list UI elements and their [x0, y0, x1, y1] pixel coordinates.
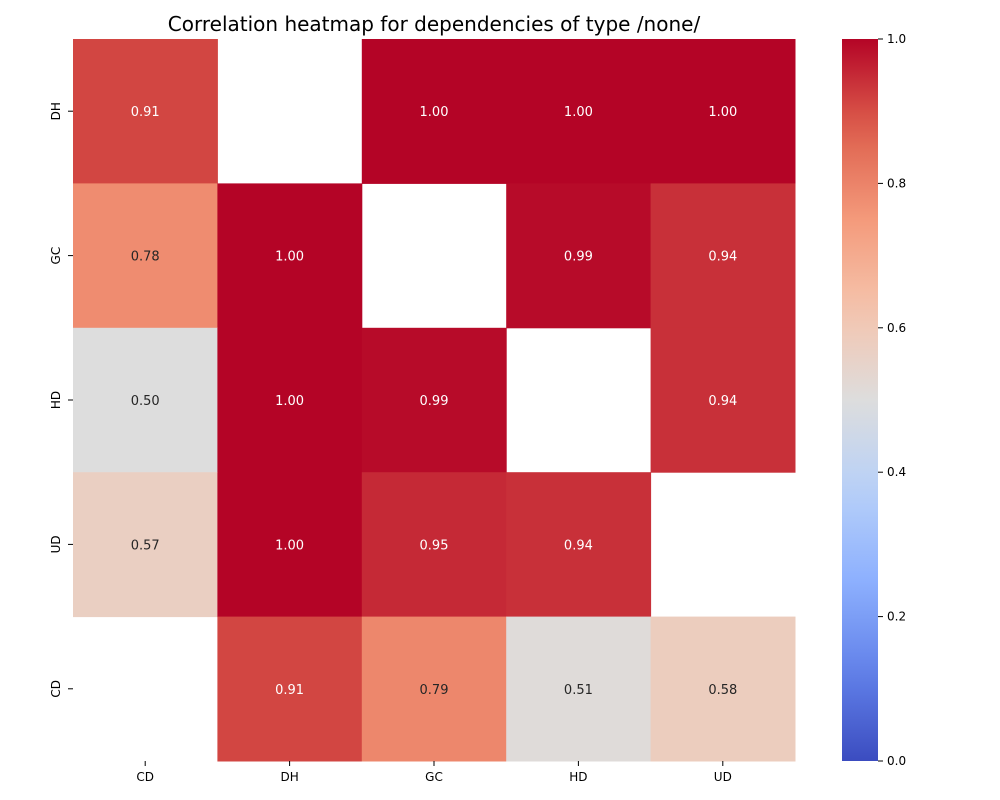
x-tick-label: UD	[714, 770, 732, 784]
colorbar-gradient	[842, 39, 878, 761]
colorbar-tick-label: 0.4	[887, 465, 906, 479]
cell-value-label: 0.94	[708, 394, 737, 409]
x-axis: CD DH GC HD UD	[136, 761, 732, 784]
heatmap-cell-CD-GC	[361, 616, 507, 762]
heatmap-cell-UD-GC	[361, 472, 507, 618]
heatmap-cell-CD-HD	[506, 616, 652, 762]
heatmap-cell-GC-DH	[217, 183, 363, 329]
y-tick-label: HD	[49, 391, 63, 409]
colorbar-tick-label: 1.0	[887, 32, 906, 46]
cell-value-label: 1.00	[275, 394, 304, 409]
cell-value-label: 0.99	[420, 394, 449, 409]
heatmap-cell-HD-DH	[217, 327, 363, 473]
cell-value-label: 0.91	[275, 683, 304, 698]
heatmap-cell-HD-UD	[650, 327, 796, 473]
heatmap-cell-HD-CD	[73, 327, 218, 473]
heatmap-cell-UD-HD	[506, 472, 652, 618]
y-tick-label: DH	[49, 102, 63, 120]
heatmap-cell-DH-GC	[361, 39, 507, 184]
cell-value-label: 0.51	[564, 683, 593, 698]
heatmap-cell-UD-CD	[73, 472, 218, 618]
heatmap-cell-GC-UD	[650, 183, 796, 329]
heatmap-cell-GC-HD	[506, 183, 652, 329]
y-axis: DH GC HD UD CD	[49, 102, 73, 698]
cell-value-label: 0.79	[420, 683, 449, 698]
cell-value-label: 0.94	[564, 538, 593, 553]
heatmap-cell-DH-UD	[650, 39, 796, 184]
y-tick-label: UD	[49, 535, 63, 553]
y-tick-label: GC	[49, 247, 63, 265]
colorbar-tick-label: 0.6	[887, 321, 906, 335]
x-tick-label: GC	[425, 770, 443, 784]
heatmap-cell-DH-HD	[506, 39, 652, 184]
cell-value-label: 1.00	[708, 105, 737, 120]
y-tick-label: CD	[49, 680, 63, 698]
heatmap-cell-DH-CD	[73, 39, 218, 184]
x-tick-label: HD	[569, 770, 587, 784]
cell-value-label: 1.00	[275, 538, 304, 553]
heatmap-cells: 0.91 1.00 1.00 1.00 0.78 1.00 0.99 0.94 0.50 1.00…	[73, 39, 796, 762]
cell-value-label: 0.91	[131, 105, 160, 120]
heatmap-cell-GC-CD	[73, 183, 218, 329]
colorbar-tick-label: 0.0	[887, 754, 906, 768]
colorbar-tick-label: 0.8	[887, 176, 906, 190]
colorbar: 0.0 0.2 0.4 0.6 0.8 1.0	[842, 32, 906, 768]
cell-value-label: 1.00	[275, 250, 304, 265]
cell-value-label: 1.00	[564, 105, 593, 120]
cell-value-label: 0.95	[420, 538, 449, 553]
heatmap-cell-HD-GC	[361, 327, 507, 473]
cell-value-label: 0.50	[131, 394, 160, 409]
x-tick-label: DH	[280, 770, 298, 784]
heatmap-cell-UD-DH	[217, 472, 363, 618]
cell-value-label: 0.78	[131, 250, 160, 265]
cell-value-label: 0.94	[708, 250, 737, 265]
heatmap-cell-CD-UD	[650, 616, 796, 762]
chart-title: Correlation heatmap for dependencies of …	[168, 12, 701, 36]
cell-value-label: 0.57	[131, 538, 160, 553]
cell-value-label: 0.58	[708, 683, 737, 698]
heatmap-cell-CD-DH	[217, 616, 363, 762]
cell-value-label: 0.99	[564, 250, 593, 265]
colorbar-tick-label: 0.2	[887, 610, 906, 624]
cell-value-label: 1.00	[420, 105, 449, 120]
x-tick-label: CD	[136, 770, 154, 784]
